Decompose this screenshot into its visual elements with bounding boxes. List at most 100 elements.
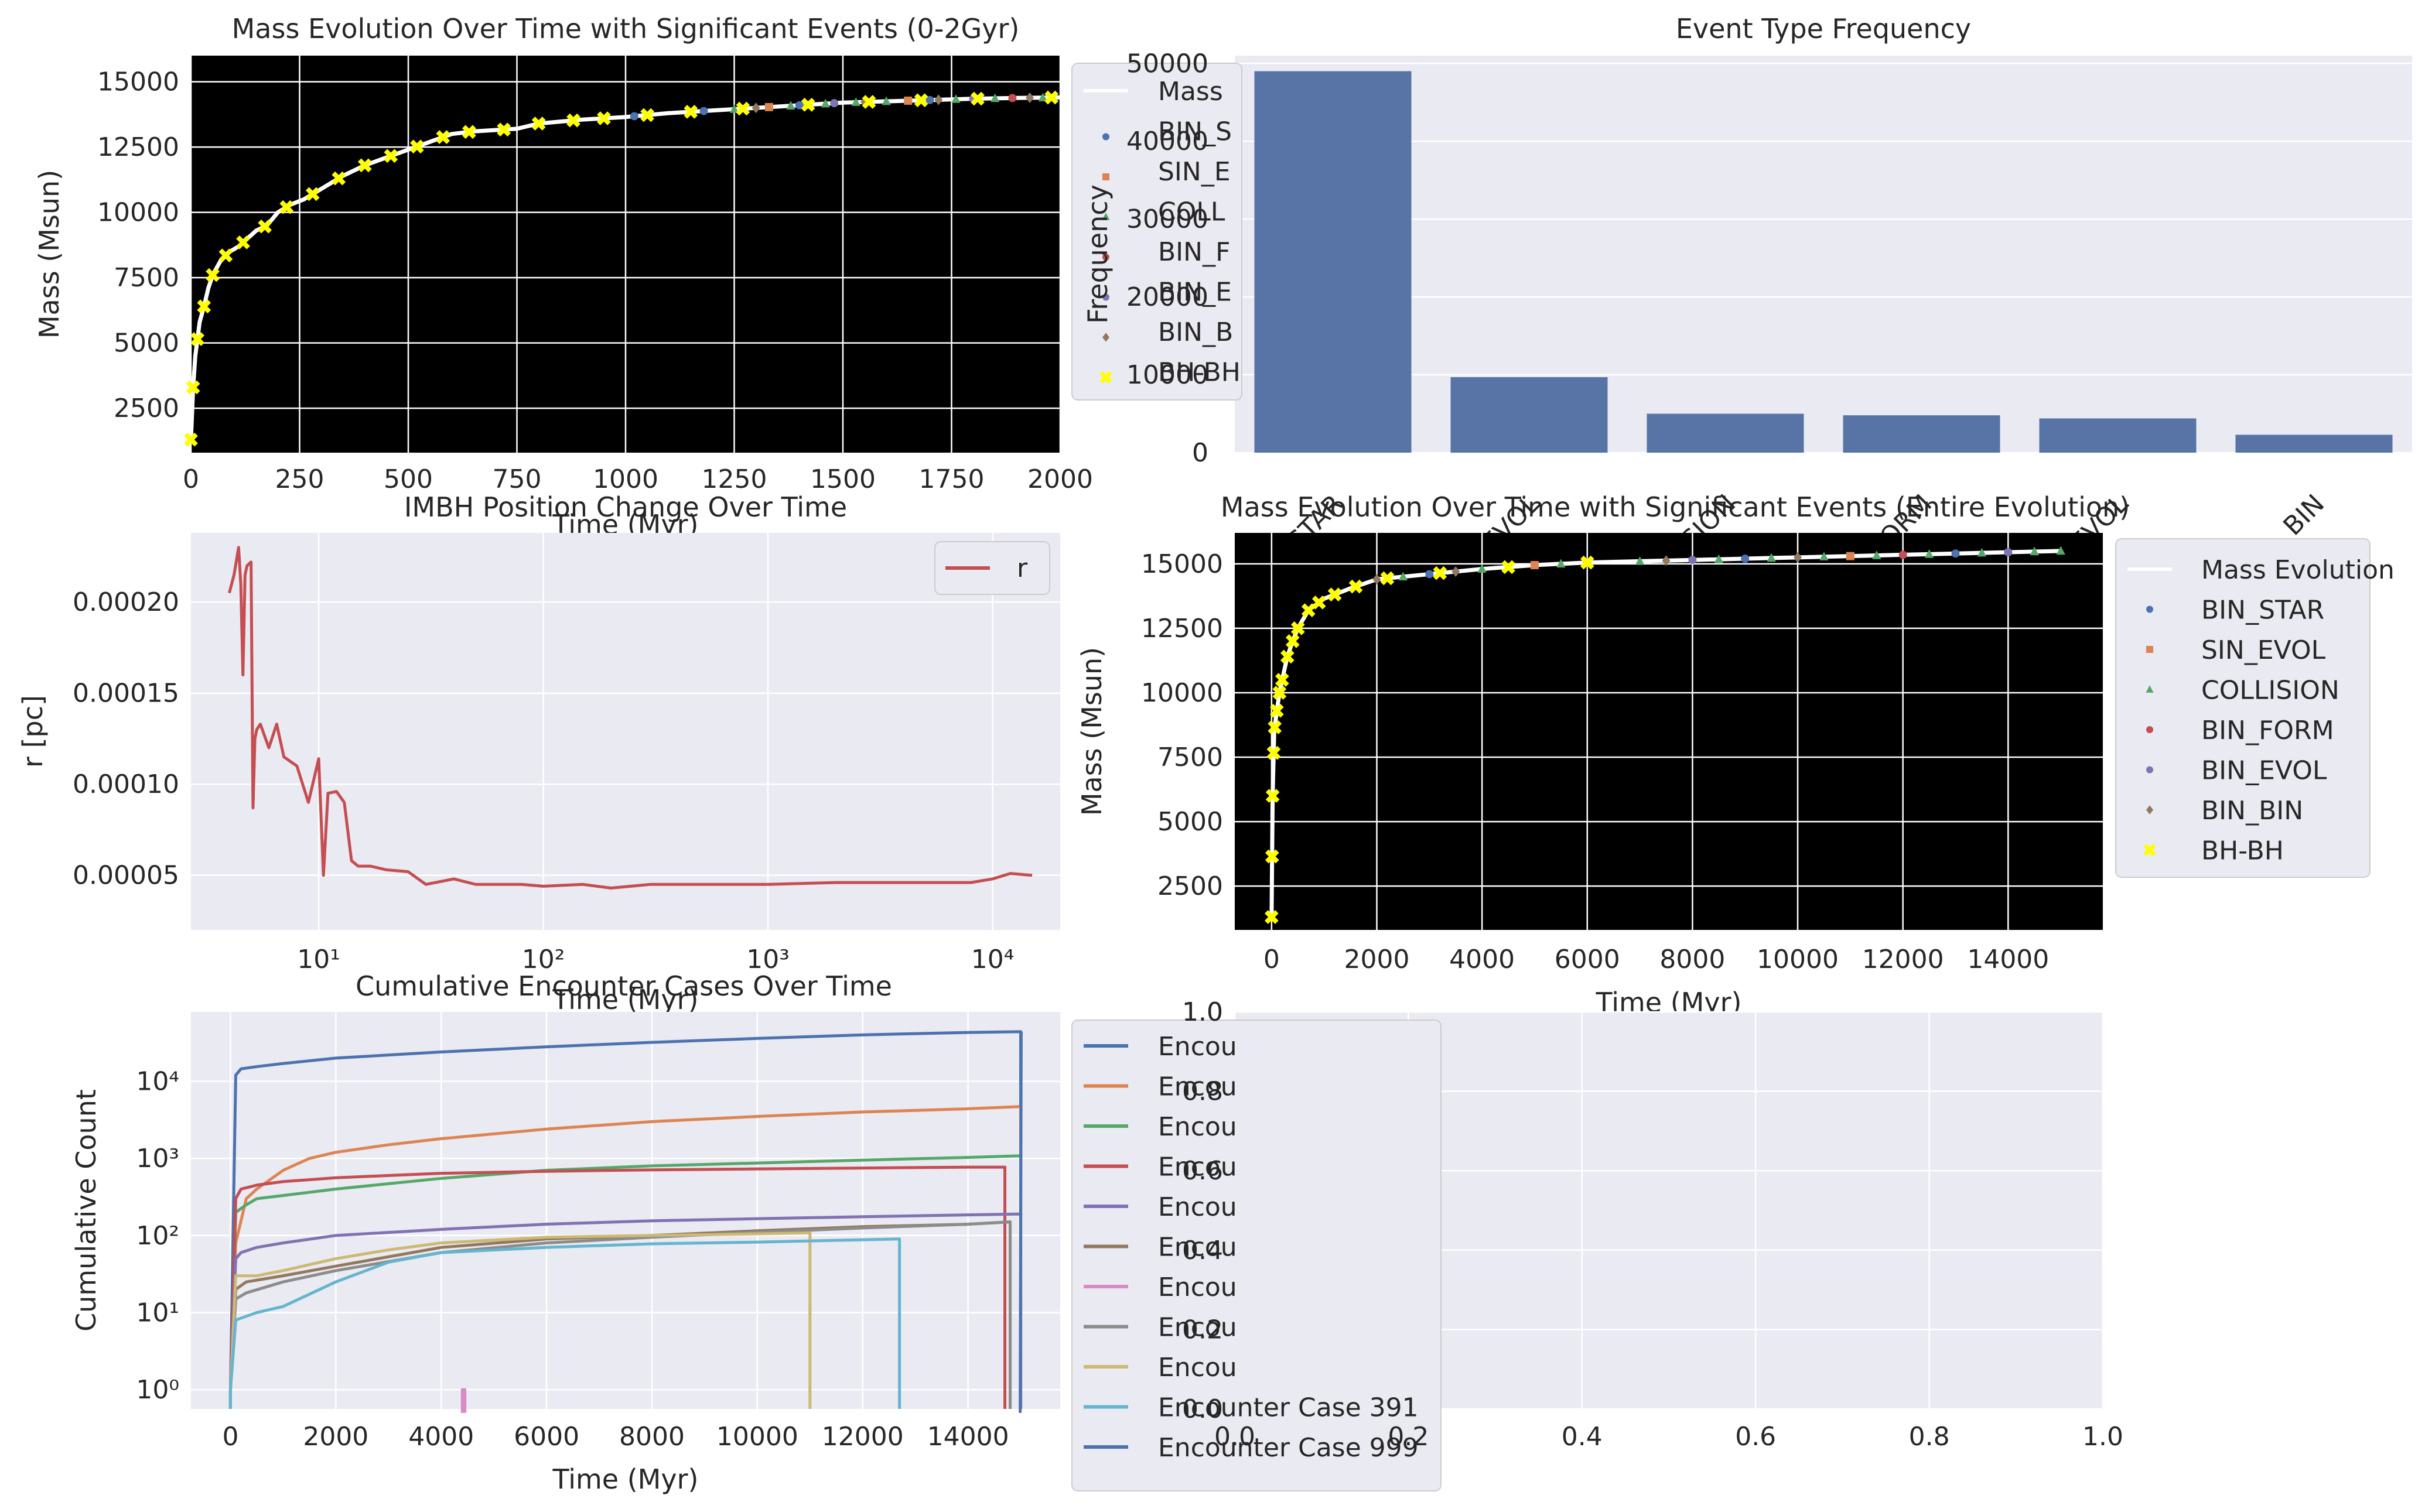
y-tick-label-overlay: 0.4 <box>1182 1236 1223 1265</box>
legend-swatch-bin_form <box>1102 254 1109 261</box>
y-tick-label: 10000 <box>97 198 179 228</box>
marker-collision <box>1556 559 1566 568</box>
legend-label: BIN_E <box>1158 278 1232 307</box>
legend-swatch-bin_bin <box>2146 805 2153 815</box>
marker-bh-bh <box>684 105 698 119</box>
plot-area <box>191 1012 1060 1409</box>
x-tick-label: 10² <box>522 945 565 974</box>
marker-collision <box>951 94 961 103</box>
y-tick-label: 7500 <box>114 263 179 293</box>
y-tick-label: 2500 <box>114 394 179 423</box>
legend-swatch-collision <box>2146 685 2154 693</box>
y-axis-label: Frequency <box>1082 184 1114 324</box>
x-tick-label: 1.0 <box>2082 1422 2123 1452</box>
x-tick-label-overlay: 0.0 <box>1214 1422 1255 1452</box>
marker-bh-bh <box>1290 621 1305 635</box>
marker-bh-bh <box>1265 849 1279 864</box>
x-tick-label: 1000 <box>593 464 658 494</box>
x-tick-label: 1250 <box>702 464 767 494</box>
y-tick-label: 0.00015 <box>73 679 179 709</box>
x-tick-label: 1500 <box>810 464 876 494</box>
chart-title: Cumulative Encounter Cases Over Time <box>356 970 892 1002</box>
marker-bh-bh <box>305 187 320 201</box>
y-tick-label-overlay: 0.8 <box>1182 1077 1223 1107</box>
y-tick-label: 15000 <box>97 67 179 97</box>
marker-bh-bh <box>332 171 346 186</box>
marker-bh-bh <box>1272 686 1287 700</box>
marker-bh-bh <box>1348 579 1363 594</box>
legend-label: Encou <box>1158 1233 1237 1263</box>
legend-swatch-bin_evol <box>1102 293 1109 301</box>
marker-bh-bh <box>218 248 233 263</box>
legend-swatch-bh-bh <box>1099 371 1112 384</box>
marker-collision <box>1872 550 1881 559</box>
x-tick-label: 8000 <box>619 1422 685 1452</box>
marker-bh-bh <box>862 95 876 109</box>
series-line-encounter-8 <box>228 1220 1012 1409</box>
marker-bin_star <box>699 107 708 115</box>
x-tick-label: 10¹ <box>297 945 340 974</box>
legend-label: Encou <box>1158 1112 1237 1142</box>
legend-label: Encou <box>1158 1353 1237 1383</box>
y-tick-label: 10² <box>136 1221 179 1251</box>
marker-bh-bh <box>1266 745 1281 760</box>
y-tick-label: 15000 <box>1141 549 1223 579</box>
marker-collision <box>1977 548 1987 557</box>
legend: Encou Encou Encou Encou Encou Encou Encou Encou… <box>1071 997 1442 1492</box>
marker-bh-bh <box>436 130 450 145</box>
y-tick-label: 2500 <box>1157 871 1223 901</box>
marker-bin_bin <box>1026 92 1034 104</box>
marker-bh-bh <box>801 97 815 112</box>
marker-bin_bin <box>1372 574 1381 585</box>
marker-bh-bh <box>1501 560 1515 574</box>
x-tick-label: 2000 <box>1027 464 1093 494</box>
x-tick-label: 1750 <box>919 464 985 494</box>
marker-bh-bh <box>1265 789 1280 803</box>
x-tick-label: 0.4 <box>1562 1422 1603 1452</box>
marker-bh-bh <box>1044 90 1059 105</box>
x-tick-label: 0 <box>222 1422 238 1452</box>
marker-collision <box>1714 554 1724 563</box>
legend-frame <box>1071 1020 1442 1492</box>
marker-bh-bh <box>1285 634 1300 648</box>
marker-bh-bh <box>1327 587 1342 602</box>
marker-bh-bh <box>640 108 654 122</box>
marker-collision <box>1398 572 1408 581</box>
marker-bh-bh <box>971 91 985 106</box>
y-tick-label: 5000 <box>114 329 179 358</box>
marker-bin_evol <box>2004 548 2013 557</box>
y-tick-label-overlay: 30000 <box>1126 204 1208 234</box>
marker-bh-bh <box>1433 566 1447 580</box>
marker-bh-bh <box>1265 910 1279 924</box>
marker-bin_star <box>925 95 934 104</box>
legend-label: BIN_B <box>1158 317 1233 347</box>
legend-label: BH-BH <box>1158 358 1241 388</box>
legend-label: BIN_F <box>1158 237 1230 267</box>
x-tick-label: 0.8 <box>1909 1422 1950 1452</box>
x-tick-label: 6000 <box>514 1422 579 1452</box>
y-tick-label: 10⁴ <box>136 1066 179 1096</box>
legend-swatch-bin_bin <box>1102 333 1109 342</box>
x-tick-label-overlay: 0.2 <box>1388 1422 1429 1452</box>
x-tick-label: 12000 <box>822 1422 904 1452</box>
x-axis-label: Time (Myr) <box>552 1463 699 1495</box>
legend-label: Encounter Case 391 <box>1158 1393 1419 1423</box>
marker-bin_star <box>1951 549 1960 558</box>
marker-bh-bh <box>206 268 220 282</box>
legend-label: COLL <box>1158 197 1225 227</box>
y-tick-label-overlay: 40000 <box>1126 126 1208 156</box>
y-tick-label-overlay: 1.0 <box>1182 997 1223 1027</box>
marker-bh-bh <box>462 125 476 139</box>
marker-collision <box>882 96 891 105</box>
x-tick-label: 10⁴ <box>971 945 1015 974</box>
marker-sin_evol <box>764 102 773 111</box>
y-tick-label: 10³ <box>136 1144 179 1174</box>
legend-label: BIN_FORM <box>2201 716 2334 745</box>
series-line-encounter-3 <box>228 1154 1023 1409</box>
y-tick-label: 0 <box>1192 438 1208 468</box>
x-tick-label: 2000 <box>303 1422 368 1452</box>
x-tick-label: 10000 <box>1757 945 1839 974</box>
series-line-encounter-9 <box>228 1231 812 1409</box>
series-line-r <box>228 546 1033 890</box>
